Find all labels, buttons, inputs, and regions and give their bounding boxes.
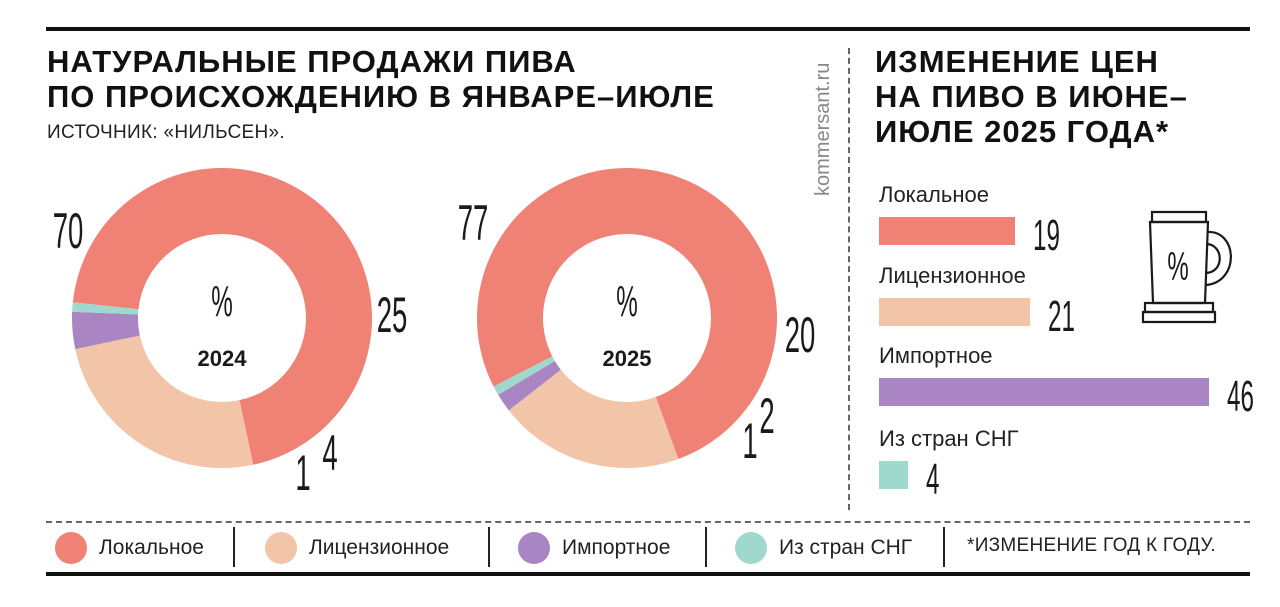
bar-3 [879,461,908,489]
legend-separator [488,527,490,567]
donut-2024-percent-symbol: % [211,276,233,326]
vertical-divider [848,48,850,510]
bar-value-label: 46 [1227,372,1254,421]
legend-swatch [55,532,87,564]
bar-2 [879,378,1209,406]
donut-2025-value-label: 77 [458,194,489,251]
legend-swatch [265,532,297,564]
donut-2024-slice-1 [75,335,254,468]
bar-value-label: 4 [925,455,940,504]
donut-2025-value-label: 20 [785,306,816,363]
source-note: ИСТОЧНИК: «НИЛЬСЕН». [47,122,285,143]
bottom-rule [46,572,1250,576]
donut-2024-slice-3 [72,302,139,315]
legend-swatch [518,532,550,564]
donut-2024-value-label: 70 [53,202,84,259]
footnote: *ИЗМЕНЕНИЕ ГОД К ГОДУ. [967,535,1216,556]
left-title-line-1: НАТУРАЛЬНЫЕ ПРОДАЖИ ПИВА [47,44,577,79]
legend-item: Локальное [55,527,204,569]
left-chart-title: НАТУРАЛЬНЫЕ ПРОДАЖИ ПИВА ПО ПРОИСХОЖДЕНИ… [47,44,715,114]
legend-separator [943,527,945,567]
legend-item: Лицензионное [265,527,449,569]
top-rule [46,27,1250,31]
donut-2024-value-label: 1 [295,444,310,501]
legend-separator [233,527,235,567]
donut-2025-year-label: 2025 [603,346,652,371]
horizontal-divider [46,521,1250,523]
donut-2025-slice-2 [498,361,561,411]
legend-item: Импортное [518,527,670,569]
donut-2025-value-label: 2 [759,387,774,444]
bar-0 [879,217,1016,245]
bar-category-label: Импортное [879,343,993,368]
bar-category-label: Локальное [879,182,989,207]
donut-2024-slice-2 [72,311,140,350]
legend-label: Лицензионное [309,536,450,559]
legend-label: Из стран СНГ [779,536,913,559]
bar-value-label: 19 [1033,211,1061,260]
legend-swatch [735,532,767,564]
legend-label: Импортное [562,536,671,559]
bar-category-label: Лицензионное [879,263,1026,288]
bar-1 [879,298,1030,326]
donut-2025-percent-symbol: % [616,276,638,326]
legend-item: Из стран СНГ [735,527,912,569]
donut-2025-slice-3 [493,356,555,395]
legend-label: Локальное [99,536,204,559]
donut-2025-value-label: 1 [742,412,757,469]
bar-category-label: Из стран СНГ [879,426,1019,451]
right-title-line-1: ИЗМЕНЕНИЕ ЦЕН [875,44,1159,79]
donut-2024-value-label: 25 [377,286,408,343]
donut-2025-slice-0 [476,167,777,459]
left-title-line-2: ПО ПРОИСХОЖДЕНИЮ В ЯНВАРЕ–ИЮЛЕ [47,79,715,114]
donut-2024-value-label: 4 [322,424,337,481]
bar-value-label: 21 [1047,292,1075,341]
donut-2025-slice-1 [508,369,679,468]
donut-2024-year-label: 2024 [198,346,248,371]
donut-2024-slice-0 [72,168,372,465]
legend-separator [705,527,707,567]
right-title-line-2: НА ПИВО В ИЮНЕ– [875,79,1188,114]
right-chart-title: ИЗМЕНЕНИЕ ЦЕН НА ПИВО В ИЮНЕ– ИЮЛЕ 2025 … [875,44,1188,149]
right-title-line-3: ИЮЛЕ 2025 ГОДА* [875,114,1170,149]
